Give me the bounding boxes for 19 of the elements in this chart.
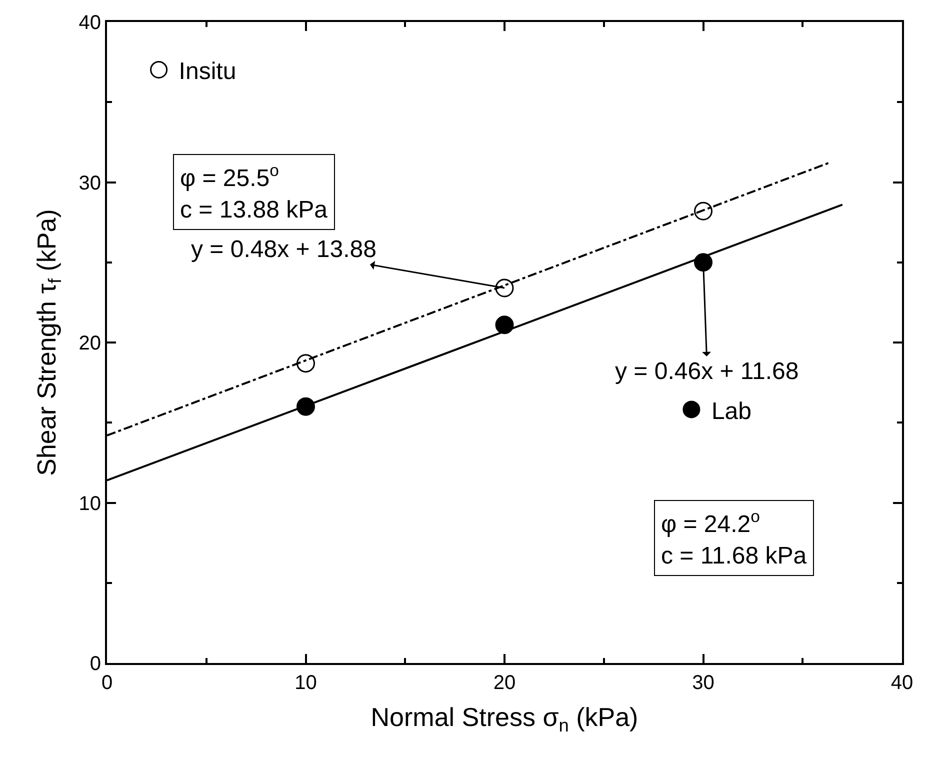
legend-label: Insitu [178, 58, 236, 86]
x-tick-label: 30 [692, 672, 714, 694]
x-tick-label: 10 [294, 672, 317, 694]
annotation: φ = 24.2$^{o}$ c = 11.68 kPa [661, 507, 808, 570]
y-tick-label: 0 [90, 653, 101, 675]
x-axis-title: Normal Stress σ$_{n}$ (kPa) [370, 702, 638, 736]
x-tick-label: 40 [890, 672, 914, 694]
point [495, 316, 514, 334]
point [296, 354, 315, 373]
x-tick-label: 20 [493, 672, 516, 694]
y-tick-label: 20 [78, 332, 101, 354]
y-tick-label: 30 [78, 172, 101, 194]
legend-label: Lab [711, 398, 752, 425]
annotation: y = 0.46x + 11.68 [615, 358, 799, 385]
point [495, 278, 514, 298]
annotation: y = 0.48x + 13.88 [191, 236, 376, 263]
y-tick-label: 10 [78, 492, 101, 515]
point [694, 202, 712, 220]
y-tick-label: 40 [78, 12, 101, 34]
